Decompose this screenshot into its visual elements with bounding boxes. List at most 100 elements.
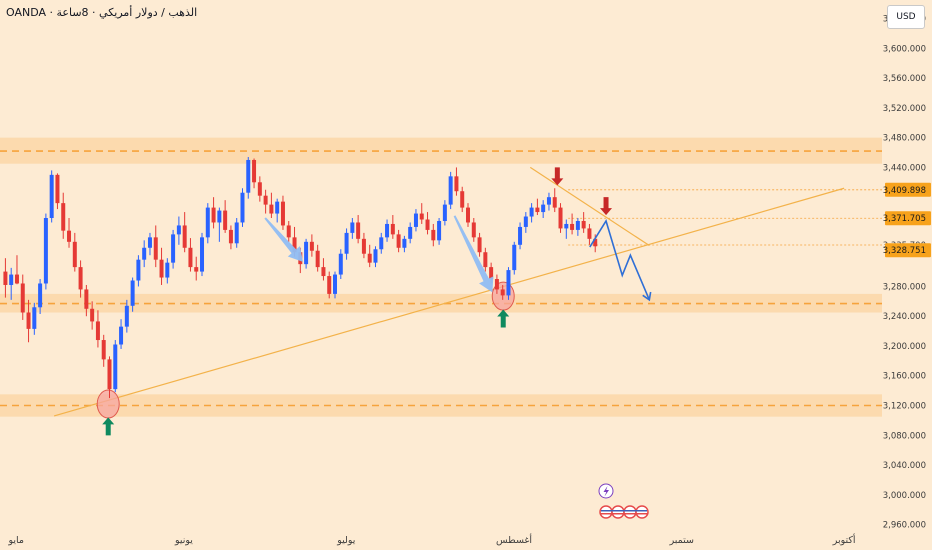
us-flag-icon xyxy=(599,505,613,519)
candle-body xyxy=(431,229,436,241)
us-flag-icon xyxy=(611,505,625,519)
trend-arrow xyxy=(453,215,494,293)
lightning-bolt-icon xyxy=(603,486,609,497)
candle-body xyxy=(333,274,338,294)
candle-body xyxy=(240,192,245,223)
candle-body xyxy=(61,203,66,231)
candle-body xyxy=(535,207,540,213)
candle-body xyxy=(90,308,95,322)
candle-body xyxy=(176,225,181,235)
candle-body xyxy=(361,238,366,254)
candle-body xyxy=(373,249,378,263)
candle-body xyxy=(390,223,395,235)
candle-body xyxy=(257,182,262,196)
candle-body xyxy=(570,223,575,230)
candle-body xyxy=(489,267,494,280)
time-tick-label: مايو xyxy=(7,535,24,546)
time-tick-label: أكتوبر xyxy=(832,533,856,546)
candle-body xyxy=(460,191,465,208)
price-tick-label: 3,280.000 xyxy=(883,282,926,292)
candle-body xyxy=(552,197,557,208)
candle-body xyxy=(546,197,551,205)
time-tick-label: يوليو xyxy=(336,535,356,546)
candle-body xyxy=(205,207,210,238)
dotted-levels xyxy=(568,189,882,246)
candle-body xyxy=(575,220,580,230)
candle-body xyxy=(194,267,199,272)
zone-band xyxy=(0,394,882,417)
currency-button[interactable]: USD xyxy=(887,5,925,29)
price-label-box xyxy=(885,182,931,197)
projection-path xyxy=(589,219,651,301)
candle-body xyxy=(315,250,320,268)
candle-body xyxy=(182,225,187,248)
candle-body xyxy=(338,253,343,275)
price-label-box xyxy=(885,211,931,226)
candle-body xyxy=(26,312,31,329)
candle-body xyxy=(3,271,8,285)
candle-body xyxy=(159,259,164,278)
candle-body xyxy=(442,204,447,221)
candle-body xyxy=(101,340,106,360)
us-flag-event-icons[interactable] xyxy=(599,505,649,519)
candle-body xyxy=(477,237,482,253)
candle-body xyxy=(408,226,413,239)
candle-body xyxy=(483,252,488,268)
candle-body xyxy=(246,159,251,193)
candle-body xyxy=(49,174,54,219)
time-axis[interactable]: مايو يونيو يوليو أغسطس ستمبر أكتوبر xyxy=(7,533,855,546)
trendline xyxy=(529,166,650,247)
candle-body xyxy=(223,210,228,230)
candle-body xyxy=(396,234,401,248)
candle-body xyxy=(292,237,297,253)
candle-body xyxy=(280,201,285,226)
symbol-title: OANDA · الذهب / دولار أمريكي · 8ساعة xyxy=(6,6,198,19)
candle-body xyxy=(379,237,384,250)
price-tick-label: 3,560.000 xyxy=(883,74,926,84)
time-tick-label: ستمبر xyxy=(669,535,694,546)
price-tick-label: 3,160.000 xyxy=(883,372,926,382)
candle-body xyxy=(43,218,48,284)
candle-body xyxy=(466,207,471,223)
candle-body xyxy=(454,176,459,192)
price-label-box xyxy=(885,243,931,258)
time-tick-label: أغسطس xyxy=(496,533,532,546)
candle-body xyxy=(211,207,216,223)
candle-body xyxy=(124,305,129,327)
candle-body xyxy=(564,223,569,229)
candle-body xyxy=(344,232,349,254)
candle-body xyxy=(136,259,141,281)
candle-body xyxy=(147,237,152,248)
candle-body xyxy=(494,279,499,290)
price-axis[interactable]: 2,960.000 3,000.000 3,040.000 3,080.000 3,12… xyxy=(883,15,926,531)
price-tick-label: 3,000.000 xyxy=(883,491,926,501)
candle-body xyxy=(119,326,124,345)
price-label-text: 3,371.705 xyxy=(883,214,926,224)
candle-body xyxy=(9,274,14,285)
price-tick-label: 3,080.000 xyxy=(883,431,926,441)
candle-body xyxy=(84,289,89,309)
price-tick-label: 3,040.000 xyxy=(883,461,926,471)
price-label-text: 3,409.898 xyxy=(883,186,926,196)
candle-body xyxy=(448,176,453,205)
price-label-text: 3,328.751 xyxy=(883,246,926,256)
candle-body xyxy=(20,283,25,313)
candle-body xyxy=(252,159,257,183)
price-tick-label: 2,960.000 xyxy=(883,521,926,531)
candle-body xyxy=(327,276,332,294)
candle-body xyxy=(304,241,309,265)
candle-body xyxy=(558,207,563,229)
candle-body xyxy=(518,226,523,245)
candle-body xyxy=(263,195,268,205)
candle-body xyxy=(113,344,118,390)
up-arrow-icon xyxy=(497,309,510,328)
candle-body xyxy=(385,223,390,238)
candle-body xyxy=(234,222,239,244)
candle-body xyxy=(217,210,222,223)
candle-body xyxy=(38,283,43,308)
projection-arrowhead xyxy=(642,291,652,302)
